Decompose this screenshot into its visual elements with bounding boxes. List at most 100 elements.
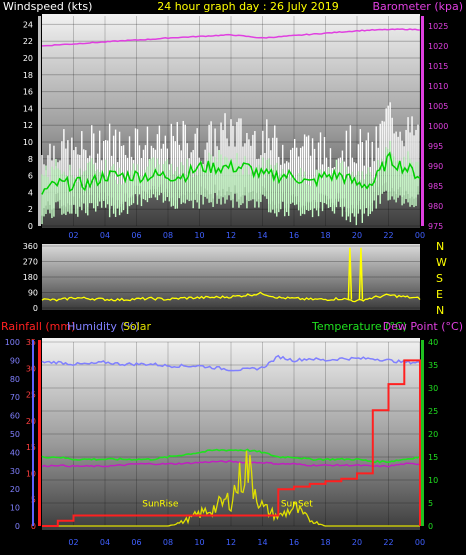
dir-y-tick-label: 360 xyxy=(23,242,38,251)
wind-x-tick-label: 10 xyxy=(194,231,204,240)
rain-x-tick-label: 14 xyxy=(257,538,267,547)
wind-x-tick-label: 12 xyxy=(226,231,236,240)
dewpoint-line xyxy=(41,460,421,468)
barometer-axis-label: Barometer (kpa) xyxy=(372,0,463,13)
baro-y-tick-label: 1025 xyxy=(428,22,448,31)
rain-x-tick-label: 10 xyxy=(194,538,204,547)
temp-y-tick-label: 0 xyxy=(428,522,433,531)
rain-x-tick-label: 18 xyxy=(320,538,330,547)
humidity-y-tick-label: 0 xyxy=(15,522,20,531)
temperature-scale-bar xyxy=(421,340,424,526)
wind-x-tick-label: 02 xyxy=(68,231,78,240)
baro-y-tick-label: 1000 xyxy=(428,122,448,131)
temp-y-tick-label: 10 xyxy=(428,476,438,485)
rainfall-axis-label: Rainfall (mm) xyxy=(1,320,75,333)
wind-x-tick-label: 00 xyxy=(415,231,425,240)
sunset-annotation: SunSet xyxy=(281,500,313,510)
wind-y-tick-label: 12 xyxy=(23,121,33,130)
rain-x-tick-label: 12 xyxy=(226,538,236,547)
baro-y-tick-label: 985 xyxy=(428,182,443,191)
temp-y-tick-label: 5 xyxy=(428,499,433,508)
humidity-scale-bar xyxy=(32,340,34,526)
wind-y-tick-label: 6 xyxy=(28,172,33,181)
temp-y-tick-label: 35 xyxy=(428,361,438,370)
sunrise-annotation: SunRise xyxy=(142,500,179,510)
humidity-y-tick-label: 50 xyxy=(10,430,20,439)
wind-y-tick-label: 2 xyxy=(28,205,33,214)
rain-x-tick-label: 06 xyxy=(131,538,141,547)
dir-y-tick-label: 270 xyxy=(23,258,38,267)
wind-x-tick-label: 20 xyxy=(352,231,362,240)
wind-x-tick-label: 04 xyxy=(100,231,110,240)
humidity-y-tick-label: 70 xyxy=(10,393,20,402)
temp-y-tick-label: 25 xyxy=(428,407,438,416)
rain-x-tick-label: 02 xyxy=(68,538,78,547)
wind-y-tick-label: 10 xyxy=(23,138,33,147)
wind-x-tick-label: 14 xyxy=(257,231,267,240)
humidity-line xyxy=(41,354,421,372)
wind-direction-line xyxy=(41,291,421,303)
compass-label: N xyxy=(436,304,444,317)
humidity-y-tick-label: 80 xyxy=(10,375,20,384)
wind-direction-spike xyxy=(358,247,364,300)
humidity-y-tick-label: 90 xyxy=(10,356,20,365)
humidity-y-tick-label: 10 xyxy=(10,504,20,513)
temp-y-tick-label: 30 xyxy=(428,384,438,393)
rain-y-tick-label: 0 xyxy=(31,522,36,531)
wind-y-tick-label: 8 xyxy=(28,155,33,164)
wind-y-tick-label: 22 xyxy=(23,37,33,46)
wind-average-line xyxy=(41,151,421,195)
rain-y-tick-label: 25 xyxy=(26,391,36,400)
humidity-y-tick-label: 30 xyxy=(10,467,20,476)
humidity-y-tick-label: 60 xyxy=(10,412,20,421)
rain-x-tick-label: 04 xyxy=(100,538,110,547)
wind-y-tick-label: 18 xyxy=(23,71,33,80)
baro-y-tick-label: 980 xyxy=(428,202,443,211)
chart-title: 24 hour graph day : 26 July 2019 xyxy=(157,0,339,13)
wind-x-tick-label: 08 xyxy=(163,231,173,240)
baro-scale-bar xyxy=(421,16,424,226)
wind-y-tick-label: 20 xyxy=(23,54,33,63)
wind-direction-spike xyxy=(347,247,353,300)
wind-x-tick-label: 06 xyxy=(131,231,141,240)
temp-y-tick-label: 15 xyxy=(428,453,438,462)
solar-line xyxy=(42,450,420,527)
rain-x-tick-label: 08 xyxy=(163,538,173,547)
baro-y-tick-label: 1010 xyxy=(428,82,448,91)
rain-x-tick-label: 20 xyxy=(352,538,362,547)
compass-label: W xyxy=(436,256,447,269)
wind-x-tick-label: 22 xyxy=(383,231,393,240)
rain-y-tick-label: 35 xyxy=(26,338,36,347)
humidity-axis-label: Humidity (%) xyxy=(67,320,139,333)
baro-y-tick-label: 1015 xyxy=(428,62,448,71)
humidity-y-tick-label: 100 xyxy=(5,338,20,347)
baro-y-tick-label: 990 xyxy=(428,162,443,171)
rain-y-tick-label: 20 xyxy=(26,417,36,426)
wind-y-tick-label: 24 xyxy=(23,20,33,29)
rainfall-line xyxy=(42,359,421,527)
humidity-y-tick-label: 20 xyxy=(10,485,20,494)
solar-axis-label: Solar xyxy=(123,320,152,333)
dir-y-tick-label: 0 xyxy=(33,304,38,313)
rain-y-tick-label: 15 xyxy=(26,443,36,452)
baro-y-tick-label: 1020 xyxy=(428,42,448,51)
dir-y-tick-label: 90 xyxy=(28,289,38,298)
wind-x-tick-label: 16 xyxy=(289,231,299,240)
direction-panel-bg xyxy=(42,244,420,310)
compass-label: E xyxy=(436,288,443,301)
rain-x-tick-label: 22 xyxy=(383,538,393,547)
wind-y-tick-label: 0 xyxy=(28,222,33,231)
baro-y-tick-label: 975 xyxy=(428,222,443,231)
baro-y-tick-label: 1005 xyxy=(428,102,448,111)
rain-x-tick-label: 00 xyxy=(415,538,425,547)
humidity-y-tick-label: 40 xyxy=(10,448,20,457)
temperature-axis-label: Temperature (°C) xyxy=(311,320,407,333)
rain-y-tick-label: 10 xyxy=(26,469,36,478)
wind-y-tick-label: 16 xyxy=(23,88,33,97)
rainfall-scale-bar xyxy=(38,340,41,526)
compass-label: N xyxy=(436,240,444,253)
barometer-line xyxy=(41,28,421,47)
baro-y-tick-label: 995 xyxy=(428,142,443,151)
temp-y-tick-label: 20 xyxy=(428,430,438,439)
